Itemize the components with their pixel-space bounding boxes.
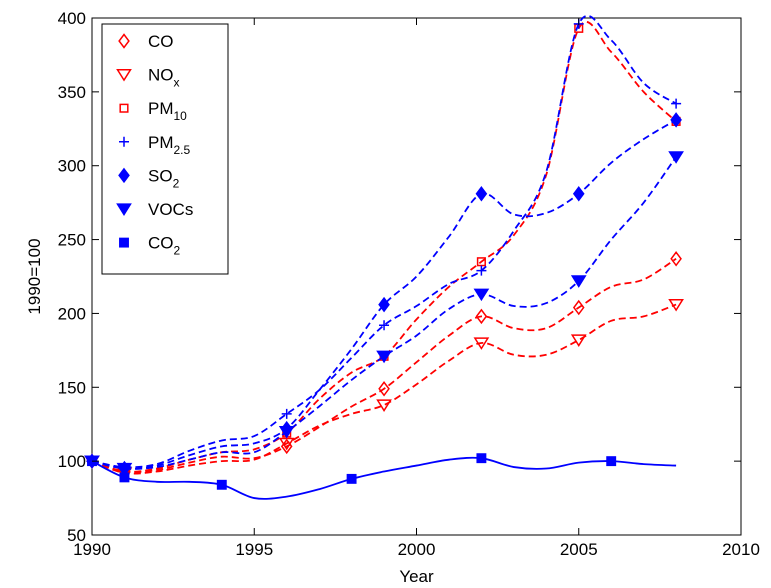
series-layer — [84, 15, 684, 500]
y-tick-label-350: 350 — [58, 83, 86, 102]
point-so2-1999 — [378, 296, 390, 313]
series-line-co — [91, 258, 677, 473]
point-co2-1991 — [119, 472, 130, 483]
point-pm2-5-1999 — [379, 320, 390, 331]
point-vocs-2008 — [668, 151, 684, 164]
legend-label-co2: CO2 — [148, 234, 181, 258]
legend-label-pm2-5: PM2.5 — [148, 133, 191, 157]
legend-marker-nox — [116, 68, 132, 82]
point-pm2-5-2008 — [671, 98, 682, 109]
point-nox-1999 — [376, 399, 392, 412]
y-tick-label-50: 50 — [67, 526, 86, 545]
point-so2-2005 — [572, 186, 585, 202]
y-tick-label-200: 200 — [58, 304, 86, 323]
y-tick-label-400: 400 — [58, 9, 86, 28]
legend-marker-co2 — [119, 237, 129, 248]
point-pm10-2002 — [476, 257, 486, 267]
legend-box — [101, 23, 229, 275]
legend-label-nox: NOx — [148, 66, 180, 90]
point-nox-2005 — [570, 334, 587, 347]
legend-marker-co — [118, 33, 130, 49]
legend-marker-pm2-5 — [119, 136, 129, 147]
point-pm2-5-1996 — [281, 408, 292, 419]
x-axis-title: Year — [399, 567, 434, 586]
legend-marker-so2 — [118, 167, 130, 184]
legend-label-so2: SO2 — [148, 166, 180, 190]
y-tick-label-150: 150 — [58, 378, 86, 397]
y-tick-label-250: 250 — [58, 231, 86, 250]
legend-marker-pm10 — [119, 103, 129, 113]
point-co2-2002 — [476, 453, 487, 464]
x-tick-label-2010: 2010 — [722, 540, 760, 559]
point-nox-2002 — [473, 337, 490, 350]
legend-label-co: CO — [148, 32, 174, 51]
point-pm2-5-2002 — [476, 265, 487, 276]
legend-marker-vocs — [116, 203, 132, 216]
point-vocs-1991 — [116, 462, 133, 476]
point-co2-1994 — [216, 479, 227, 490]
point-co2-1998 — [346, 473, 357, 484]
point-co-2002 — [475, 308, 488, 325]
x-tick-label-1990: 1990 — [73, 540, 111, 559]
point-so2-2002 — [475, 186, 488, 202]
x-tick-label-1995: 1995 — [235, 540, 273, 559]
y-tick-label-300: 300 — [58, 157, 86, 176]
point-vocs-2002 — [473, 288, 490, 302]
y-tick-label-100: 100 — [58, 452, 86, 471]
point-co-1999 — [378, 381, 390, 397]
point-nox-1996 — [278, 437, 295, 451]
point-vocs-1999 — [376, 350, 392, 364]
legend: CO NOx PM10 PM2.5 SO2 VOCs CO2 — [101, 23, 229, 275]
x-tick-label-2005: 2005 — [560, 540, 598, 559]
axis-ticks: 1990 1995 2000 2005 2010 50 100 150 200 250 300 350… — [58, 9, 760, 559]
series-line-co2 — [91, 456, 677, 500]
point-so2-2008 — [670, 112, 682, 128]
point-nox-2008 — [668, 298, 684, 312]
y-axis-title: 1990=100 — [25, 238, 44, 314]
point-vocs-1996 — [278, 425, 295, 439]
point-co2-2006 — [606, 456, 617, 467]
point-co-2005 — [572, 299, 585, 316]
point-co-2008 — [670, 251, 682, 267]
x-tick-label-2000: 2000 — [398, 540, 436, 559]
legend-label-vocs: VOCs — [148, 200, 193, 219]
legend-label-pm10: PM10 — [148, 99, 187, 123]
point-vocs-2005 — [570, 275, 587, 288]
series-line-nox — [91, 303, 677, 475]
series-line-pm2-5 — [91, 15, 677, 469]
